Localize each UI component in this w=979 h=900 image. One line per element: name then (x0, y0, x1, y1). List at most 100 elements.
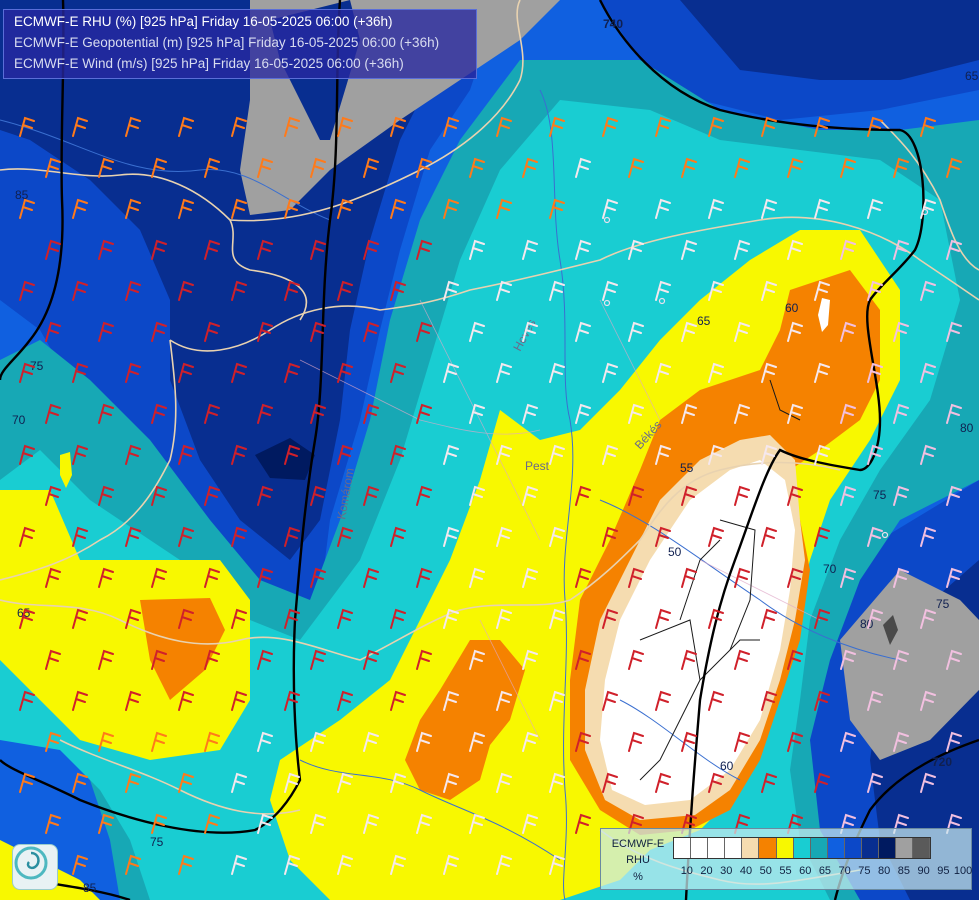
wind-barb-icon (549, 444, 565, 465)
wind-barb-icon (867, 444, 883, 465)
wind-barb-icon (575, 157, 591, 178)
wind-barb-icon (390, 280, 406, 301)
wind-barb-icon (840, 157, 856, 178)
wind-barb-icon (893, 157, 909, 178)
wind-barb-icon (575, 239, 591, 260)
legend-swatch (862, 838, 880, 858)
wind-barb-icon (655, 772, 671, 793)
rhu-contour-label: 55 (680, 461, 694, 475)
wind-barb-icon (72, 362, 88, 383)
wind-barb-icon (787, 321, 803, 342)
wind-barb-icon (893, 649, 909, 670)
wind-barb-icon (496, 608, 512, 629)
wind-barb-icon (416, 567, 432, 588)
rhu-contour-label: 70 (12, 413, 26, 427)
wind-barb-icon (522, 321, 538, 342)
wind-barb-icon (337, 280, 353, 301)
wind-barb-icon (469, 485, 485, 506)
wind-barb-icon (151, 239, 167, 260)
wind-barb-icon (575, 813, 591, 834)
wind-barb-icon (840, 813, 856, 834)
rhu-contour-label: 70 (823, 562, 837, 576)
wind-barb-icon (72, 854, 88, 875)
header-rhu-line: ECMWF-E RHU (%) [925 hPa] Friday 16-05-2… (14, 14, 393, 29)
wind-barb-icon (284, 772, 300, 793)
wind-barb-icon (734, 239, 750, 260)
wind-barb-icon (363, 403, 379, 424)
legend-tick-label: 85 (897, 865, 910, 877)
county-borders (299, 299, 821, 741)
wind-barb-icon (390, 116, 406, 137)
wind-barb-icon (655, 608, 671, 629)
wind-barb-icon (867, 198, 883, 219)
wind-barb-icon (204, 649, 220, 670)
wind-barb-icon (549, 690, 565, 711)
legend-tick-label: 30 (720, 865, 733, 877)
wind-barb-icon (761, 608, 777, 629)
rhu-contour-label: 65 (697, 314, 711, 328)
wind-barb-icon (522, 731, 538, 752)
wind-barb-icon (125, 608, 141, 629)
wind-barb-icon (655, 280, 671, 301)
wind-barb-icon (522, 485, 538, 506)
wind-barb-icon (840, 403, 856, 424)
legend-tick-label: 95 (937, 865, 950, 877)
wind-barb-icon (602, 116, 618, 137)
wind-barb-icon (575, 649, 591, 670)
wind-barb-icon (946, 567, 962, 588)
wind-barb-icon (204, 239, 220, 260)
wind-barb-icon (814, 116, 830, 137)
wind-barb-icon (734, 403, 750, 424)
wind-barb-icon (310, 321, 326, 342)
wind-barb-icon (443, 198, 459, 219)
wind-barb-icon (761, 690, 777, 711)
wind-barb-icon (469, 321, 485, 342)
wind-barb-icon (787, 485, 803, 506)
wind-barb-icon (496, 362, 512, 383)
wind-barb-icon (708, 608, 724, 629)
wind-barb-icon (575, 731, 591, 752)
wind-barb-icon (204, 157, 220, 178)
wind-barb-icon (416, 321, 432, 342)
wind-barb-icon (602, 362, 618, 383)
wind-barb-icon (469, 649, 485, 670)
wind-barb-icon (708, 772, 724, 793)
wind-barb-icon (363, 813, 379, 834)
wind-barb-icon (178, 854, 194, 875)
wind-barb-icon (893, 567, 909, 588)
wind-barb-icon (178, 362, 194, 383)
wind-barb-icon (45, 321, 61, 342)
wind-barb-icon (761, 280, 777, 301)
wind-barb-icon (443, 690, 459, 711)
wind-barb-icon (787, 731, 803, 752)
wind-barb-icon (496, 444, 512, 465)
wind-barb-icon (920, 526, 936, 547)
wind-barb-icon (628, 157, 644, 178)
wind-barb-icon (337, 362, 353, 383)
wind-barb-icon (125, 772, 141, 793)
wind-barb-icon (549, 772, 565, 793)
wind-barb-icon (655, 198, 671, 219)
wind-barb-icon (708, 280, 724, 301)
wind-barb-icon (602, 526, 618, 547)
rhu-contour-label: 75 (936, 597, 950, 611)
wind-barb-icon (98, 567, 114, 588)
legend-swatch (776, 838, 794, 858)
wind-barb-icon (920, 116, 936, 137)
wind-barb-icon (681, 485, 697, 506)
wind-barb-icon (416, 731, 432, 752)
wind-barb-icon (628, 403, 644, 424)
legend-tick-label: 70 (838, 865, 851, 877)
wind-barb-icon (549, 280, 565, 301)
legend-swatch (827, 838, 845, 858)
wind-barb-icon (549, 526, 565, 547)
wind-barb-icon (734, 567, 750, 588)
wind-barb-icon (151, 813, 167, 834)
wind-barb-icon (337, 526, 353, 547)
wind-barb-icon (496, 280, 512, 301)
wind-barb-icon (98, 403, 114, 424)
wind-barb-icon (920, 198, 936, 219)
wind-barb-icon (98, 239, 114, 260)
legend-tick-label: 40 (739, 865, 753, 877)
